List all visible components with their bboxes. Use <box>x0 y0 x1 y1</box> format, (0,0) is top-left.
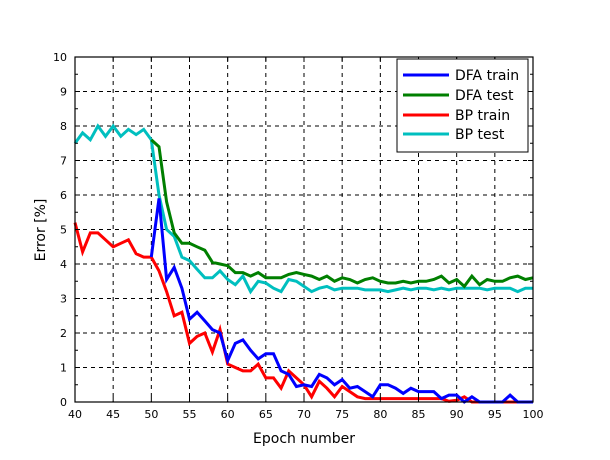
y-tick-label: 7 <box>60 155 67 168</box>
x-tick-label: 85 <box>412 408 426 421</box>
y-axis-label: Error [%] <box>33 199 49 262</box>
x-tick-label: 40 <box>68 408 82 421</box>
x-tick-label: 100 <box>523 408 544 421</box>
x-tick-label: 90 <box>450 408 464 421</box>
x-axis-label: Epoch number <box>253 431 355 447</box>
x-tick-label: 75 <box>335 408 349 421</box>
series-lines <box>73 123 534 404</box>
series-line-dfa-test <box>150 138 534 289</box>
y-tick-label: 5 <box>60 224 67 237</box>
x-tick-label: 70 <box>297 408 311 421</box>
series-line-dfa-train <box>149 198 533 404</box>
x-tick-label: 55 <box>183 408 197 421</box>
y-tick-label: 3 <box>60 293 67 306</box>
y-tick-label: 4 <box>60 258 67 271</box>
legend: DFA train DFA test BP train BP test <box>396 58 529 153</box>
y-tick-label: 0 <box>60 396 67 409</box>
x-tick-label: 60 <box>221 408 235 421</box>
legend-label-dfa-test: DFA test <box>455 88 514 104</box>
x-tick-label: 65 <box>259 408 273 421</box>
x-tick-label: 80 <box>373 408 387 421</box>
y-tick-label: 8 <box>60 120 67 133</box>
x-tick-label: 50 <box>144 408 158 421</box>
legend-label-bp-train: BP train <box>455 108 510 124</box>
legend-label-bp-test: BP test <box>455 127 505 143</box>
y-tick-label: 1 <box>60 362 67 375</box>
y-tick-label: 2 <box>60 327 67 340</box>
y-tick-label: 10 <box>53 51 67 64</box>
x-tick-label: 45 <box>106 408 120 421</box>
x-tick-label: 95 <box>488 408 502 421</box>
y-tick-label: 6 <box>60 189 67 202</box>
legend-label-dfa-train: DFA train <box>455 68 519 84</box>
y-tick-label: 9 <box>60 86 67 99</box>
